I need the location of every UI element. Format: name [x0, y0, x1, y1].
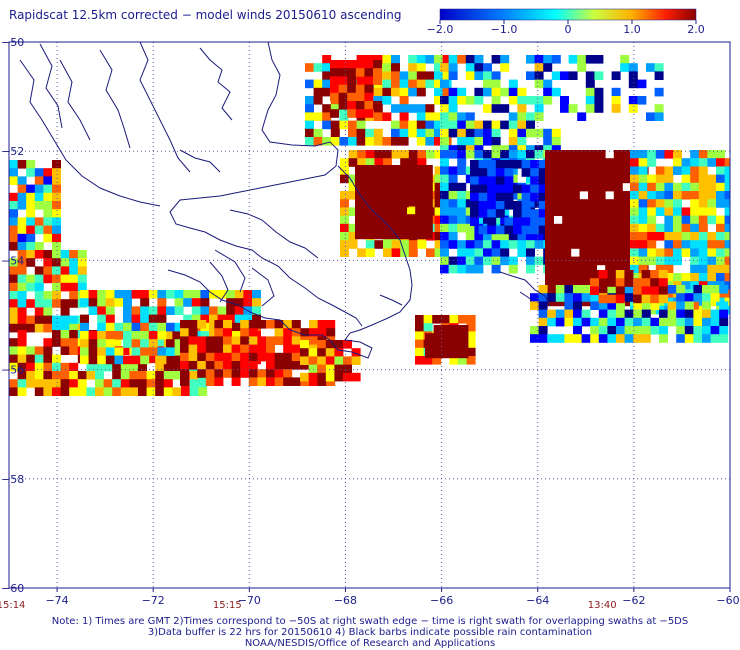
- time-label: 15:15: [213, 600, 242, 611]
- footnote-line-2: 3)Data buffer is 22 hrs for 20150610 4) …: [147, 627, 593, 638]
- lat-tick-label: −54: [1, 254, 24, 267]
- colorbar: −2.0 −1.0 0 1.0 2.0: [427, 8, 705, 36]
- lon-tick-label: −74: [45, 594, 68, 607]
- colorbar-tick-label: 2.0: [687, 23, 705, 36]
- lat-tick-label: −52: [1, 145, 24, 158]
- axes: −74 −72 −70 −68 −66 −64 −62 −60 −50 −52 −54 −56 −58 −…: [1, 36, 740, 607]
- time-label: 13:40: [588, 600, 617, 611]
- patagonia-coast: [169, 42, 339, 229]
- time-labels: 15:14 15:15 13:40: [0, 600, 617, 611]
- time-label: 15:14: [0, 600, 25, 611]
- footnote-line-3: NOAA/NESDIS/Office of Research and Appli…: [244, 638, 496, 649]
- tierra-del-fuego-coast: [167, 165, 413, 359]
- colorbar-tick-label: 0: [565, 23, 572, 36]
- lat-lon-grid: [9, 42, 730, 588]
- coastlines: [19, 42, 551, 359]
- lat-tick-label: −50: [1, 36, 24, 49]
- west-channels: [19, 42, 191, 207]
- lon-tick-label: −68: [334, 594, 357, 607]
- colorbar-tick-label: 1.0: [623, 23, 641, 36]
- lon-tick-label: −70: [238, 594, 261, 607]
- lat-tick-label: −60: [1, 582, 24, 595]
- plot-frame: [8, 41, 731, 589]
- lat-tick-label: −58: [1, 473, 24, 486]
- wind-difference-cells: [9, 55, 730, 396]
- lon-tick-label: −62: [622, 594, 645, 607]
- colorbar-tick-label: −1.0: [491, 23, 518, 36]
- lat-tick-label: −56: [1, 364, 24, 377]
- falklands-coast: [499, 271, 551, 307]
- lon-tick-label: −66: [430, 594, 453, 607]
- map-title: Rapidscat 12.5km corrected − model winds…: [9, 8, 402, 22]
- lon-tick-label: −72: [142, 594, 165, 607]
- lon-tick-label: −64: [526, 594, 549, 607]
- staten-island: [379, 294, 403, 306]
- fuegian-islands: [189, 209, 363, 327]
- colorbar-tick-label: −2.0: [427, 23, 454, 36]
- colorbar-gradient: [439, 8, 697, 21]
- lon-tick-label: −60: [716, 594, 739, 607]
- inland-lakes: [179, 47, 233, 173]
- footnote-line-1: Note: 1) Times are GMT 2)Times correspon…: [51, 616, 689, 627]
